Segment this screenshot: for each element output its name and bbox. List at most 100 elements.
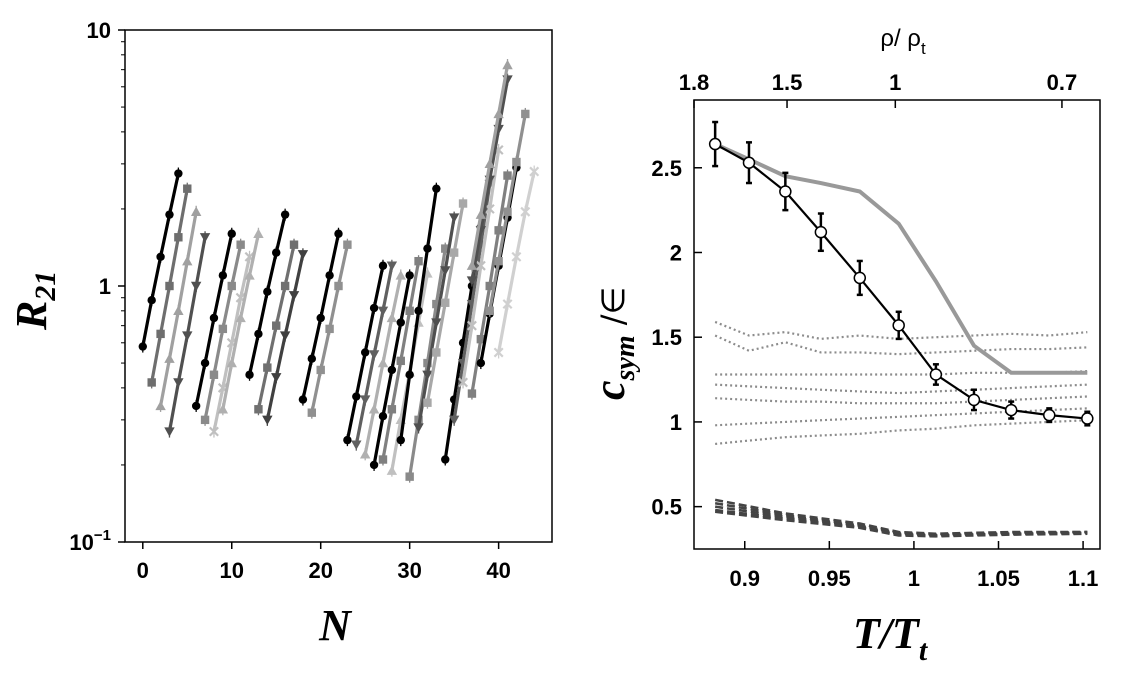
right-y-tick-label: 2 [670, 240, 682, 265]
data-point [378, 412, 388, 421]
data-point [448, 415, 460, 426]
data-point-stroke [226, 337, 237, 348]
left-x-tick-label: 10 [220, 558, 244, 583]
data-point [405, 271, 414, 280]
data-point [386, 312, 398, 323]
left-x-tick-label: 40 [486, 558, 510, 583]
data-point [182, 331, 193, 341]
data-point-stroke [529, 166, 540, 177]
data-point [227, 281, 236, 291]
data-point [289, 240, 299, 249]
data-point [485, 281, 494, 291]
left-series-line-23 [423, 197, 468, 409]
data-point [503, 207, 512, 216]
right-top-tick-label: 1.5 [772, 70, 803, 95]
data-point [298, 395, 308, 404]
data-point [297, 250, 309, 260]
left-y-tick-label-exponent: −1 [94, 527, 111, 544]
left-x-tick-label: 30 [397, 558, 421, 583]
data-point [423, 358, 432, 368]
right-dotted-6 [715, 407, 1088, 427]
data-point [512, 157, 521, 167]
data-point [174, 233, 183, 242]
data-point [209, 370, 219, 379]
left-y-tick-label: 10−1 [69, 527, 111, 555]
data-point [209, 313, 219, 323]
right-x-axis-label: T/Tt [853, 609, 929, 667]
right-y-axis-label: csym /∈ [585, 287, 641, 400]
right-data-point [1081, 412, 1094, 425]
right-data-point [967, 393, 981, 407]
data-point [449, 248, 459, 257]
right-data-point [742, 156, 756, 169]
left-series-line-20 [396, 182, 441, 447]
data-point-stroke [502, 299, 513, 310]
data-point [191, 401, 201, 411]
data-point [164, 427, 175, 437]
data-point [272, 321, 281, 330]
data-point [307, 354, 317, 363]
right-ticks: 0.9 0.95 1 1.05 1.1 0.5 1 1.5 2 2.5 1.8 1.5 1 0.7 [651, 70, 1098, 591]
data-point [218, 324, 228, 334]
data-point [431, 318, 442, 328]
data-point [164, 353, 175, 363]
data-point [199, 233, 211, 243]
data-point [253, 228, 264, 238]
right-data-point [1004, 403, 1018, 417]
data-point [263, 363, 272, 372]
data-point-stroke [458, 377, 469, 388]
left-series-line-27 [467, 169, 512, 400]
data-point [432, 184, 441, 193]
data-point [387, 405, 397, 414]
data-point [396, 318, 405, 327]
data-point [502, 59, 513, 70]
data-point [343, 435, 352, 445]
right-panel: 0.9 0.95 1 1.05 1.1 0.5 1 1.5 2 2.5 1.8 1.5 1 0.7 ρ/ … [585, 25, 1101, 667]
data-point [378, 261, 388, 270]
right-y-tick-label: 1.5 [651, 325, 682, 350]
data-point [432, 348, 441, 357]
data-point [494, 256, 503, 266]
left-series-line-17 [369, 269, 414, 471]
data-point [226, 357, 237, 368]
right-y-tick-label: 2.5 [651, 156, 682, 181]
data-point [147, 378, 156, 387]
data-point [441, 244, 450, 253]
data-point [173, 305, 184, 316]
left-y-tick-label-base: 10 [87, 18, 111, 43]
data-point [307, 408, 317, 417]
left-series-line-11 [262, 248, 309, 426]
left-series-line-22 [413, 211, 460, 434]
left-series-line-29 [485, 107, 530, 317]
data-point-stroke [466, 320, 477, 331]
data-point [369, 303, 379, 313]
data-point [359, 449, 371, 459]
data-point [386, 261, 398, 271]
data-point [368, 350, 380, 360]
data-point [466, 260, 478, 270]
left-y-tick-label-base: 1 [99, 274, 111, 299]
data-point [279, 331, 291, 341]
left-series-line-25 [448, 178, 495, 426]
right-x-tick-label: 1.1 [1068, 566, 1099, 591]
data-point [448, 213, 460, 223]
left-y-tick-label: 1 [99, 274, 111, 299]
left-series-line-2 [147, 182, 192, 389]
data-point [440, 266, 451, 276]
data-point [360, 348, 370, 357]
data-point-stroke [244, 251, 255, 262]
left-series-line-15 [351, 259, 398, 451]
left-series-line-10 [254, 238, 299, 416]
data-point [316, 365, 325, 375]
data-point [476, 334, 486, 344]
data-point [244, 270, 255, 280]
data-point-stroke [493, 347, 504, 358]
data-point [165, 210, 174, 219]
right-data [708, 120, 1094, 538]
left-series-line-6 [200, 238, 245, 426]
left-series-line-14 [343, 259, 388, 447]
right-data-point [853, 271, 867, 285]
data-point [387, 365, 397, 375]
data-point [475, 209, 487, 219]
data-point [485, 306, 494, 316]
